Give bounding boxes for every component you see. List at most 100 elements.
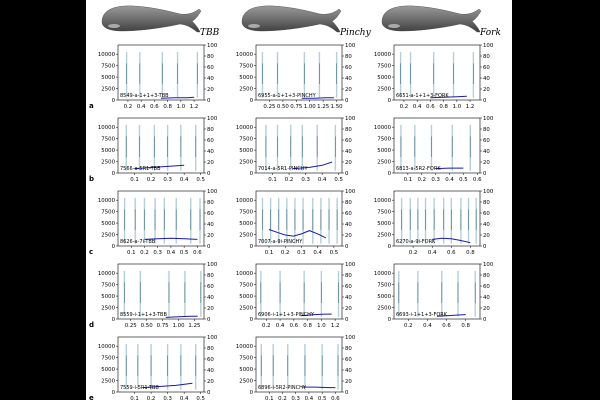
y-tick-label: 2500 bbox=[239, 160, 253, 166]
y2-tick-label: 80 bbox=[345, 346, 352, 352]
y-tick-label: 7500 bbox=[377, 283, 391, 289]
y2-tick-label: 100 bbox=[207, 335, 218, 341]
y2-tick-label: 60 bbox=[345, 357, 352, 363]
coda-code-label: 8559-i-1+1+3-TBB bbox=[120, 312, 167, 318]
coda-code-label: 7559-i-5R1-TBB bbox=[120, 385, 159, 391]
x-tick-label: 0.2 bbox=[278, 396, 287, 400]
y-tick-label: 5000 bbox=[239, 367, 253, 373]
x-tick-label: 1.0 bbox=[177, 104, 186, 110]
spectrogram-panel: 0 2500 5000 7500 10000 0 20 40 60 80 100 0.2 0.4 0.6 0… bbox=[374, 43, 494, 110]
spectrogram-panel: 0 2500 5000 7500 10000 0 20 40 60 80 100 0.1 0.2 0.3 0… bbox=[98, 189, 218, 256]
y2-tick-label: 100 bbox=[483, 116, 494, 122]
y2-tick-label: 100 bbox=[207, 43, 218, 49]
y-tick-label: 5000 bbox=[239, 75, 253, 81]
x-tick-label: 1.25 bbox=[317, 104, 329, 110]
x-tick-label: 0.2 bbox=[262, 323, 271, 329]
y-tick-label: 10000 bbox=[236, 198, 254, 204]
ici-line bbox=[300, 313, 332, 317]
row-letter: d bbox=[89, 321, 94, 329]
y2-tick-label: 80 bbox=[207, 54, 214, 60]
y2-tick-label: 0 bbox=[483, 98, 487, 104]
y2-tick-label: 100 bbox=[483, 262, 494, 268]
y2-tick-label: 40 bbox=[207, 76, 214, 82]
whale-name: TBB bbox=[200, 28, 220, 38]
y2-tick-label: 20 bbox=[207, 379, 214, 385]
coda-code-label: 6813-a-5R2-FORK bbox=[396, 166, 441, 172]
y-tick-label: 5000 bbox=[101, 294, 115, 300]
x-tick-label: 0.2 bbox=[404, 323, 413, 329]
y2-tick-label: 80 bbox=[207, 273, 214, 279]
y-tick-label: 10000 bbox=[236, 125, 254, 131]
y-tick-label: 10000 bbox=[98, 198, 116, 204]
spectrogram-panel: 0 2500 5000 7500 10000 0 20 40 60 80 100 0.1 0.2 0.3 0… bbox=[236, 335, 356, 400]
y2-tick-label: 20 bbox=[483, 306, 490, 312]
ici-line bbox=[144, 237, 198, 240]
y-tick-label: 10000 bbox=[236, 271, 254, 277]
x-tick-label: 0.4 bbox=[413, 104, 422, 110]
x-tick-label: 0.25 bbox=[125, 323, 137, 329]
y2-tick-label: 20 bbox=[207, 87, 214, 93]
plot-frame bbox=[117, 190, 205, 247]
x-tick-label: 0.1 bbox=[130, 396, 139, 400]
y-tick-label: 0 bbox=[112, 390, 116, 396]
plot-frame bbox=[255, 263, 343, 320]
coda-code-label: 6693-i-1+1+3-FORK bbox=[396, 312, 448, 318]
x-tick-label: 0.4 bbox=[180, 177, 189, 183]
coda-code-label: 6651-a-1+1+3-FORK bbox=[396, 93, 449, 99]
x-tick-label: 0.75 bbox=[157, 323, 169, 329]
x-tick-label: 0.6 bbox=[426, 104, 435, 110]
y2-tick-label: 80 bbox=[207, 200, 214, 206]
y2-tick-label: 0 bbox=[207, 98, 211, 104]
y-tick-label: 7500 bbox=[239, 283, 253, 289]
x-tick-label: 0.50 bbox=[141, 323, 154, 329]
y2-tick-label: 100 bbox=[345, 189, 356, 195]
y-tick-label: 0 bbox=[250, 244, 254, 250]
y-tick-label: 5000 bbox=[101, 221, 115, 227]
y2-tick-label: 60 bbox=[483, 284, 490, 290]
y-tick-label: 7500 bbox=[377, 64, 391, 70]
ici-line bbox=[432, 237, 471, 244]
ici-line bbox=[268, 229, 327, 239]
y2-tick-label: 100 bbox=[345, 43, 356, 49]
x-tick-label: 1.2 bbox=[466, 104, 475, 110]
coda-code-label: 8626-a-7i-TBB bbox=[120, 239, 156, 245]
y2-tick-label: 20 bbox=[207, 160, 214, 166]
y2-tick-label: 60 bbox=[345, 138, 352, 144]
y2-tick-label: 100 bbox=[483, 189, 494, 195]
y2-tick-label: 100 bbox=[207, 262, 218, 268]
x-tick-label: 0.5 bbox=[459, 177, 468, 183]
y2-tick-label: 100 bbox=[345, 116, 356, 122]
y-tick-label: 2500 bbox=[239, 87, 253, 93]
x-tick-label: 0.5 bbox=[330, 250, 339, 256]
x-tick-label: 0.6 bbox=[442, 323, 451, 329]
y-tick-label: 0 bbox=[112, 98, 116, 104]
y-tick-label: 2500 bbox=[101, 306, 115, 312]
y2-tick-label: 100 bbox=[345, 335, 356, 341]
y2-tick-label: 80 bbox=[345, 200, 352, 206]
y2-tick-label: 0 bbox=[345, 317, 349, 323]
y2-tick-label: 20 bbox=[207, 233, 214, 239]
x-tick-label: 0.4 bbox=[428, 250, 437, 256]
spectrogram-panel: 0 2500 5000 7500 10000 0 20 40 60 80 100 0.1 0.2 0.3 0… bbox=[236, 189, 356, 256]
y2-tick-label: 0 bbox=[345, 171, 349, 177]
y2-tick-label: 0 bbox=[483, 171, 487, 177]
x-tick-label: 0.8 bbox=[303, 323, 312, 329]
x-tick-label: 0.4 bbox=[137, 104, 146, 110]
y-tick-label: 7500 bbox=[101, 283, 115, 289]
y-tick-label: 7500 bbox=[239, 210, 253, 216]
x-tick-label: 0.4 bbox=[423, 323, 432, 329]
y-tick-label: 2500 bbox=[101, 160, 115, 166]
x-tick-label: 0.1 bbox=[404, 177, 413, 183]
x-tick-label: 0.3 bbox=[301, 177, 310, 183]
plot-frame bbox=[117, 263, 205, 320]
x-tick-label: 0.2 bbox=[281, 250, 290, 256]
x-tick-label: 0.5 bbox=[334, 177, 343, 183]
y2-tick-label: 0 bbox=[345, 390, 349, 396]
y-tick-label: 5000 bbox=[377, 75, 391, 81]
y-tick-label: 5000 bbox=[101, 148, 115, 154]
x-tick-label: 0.2 bbox=[409, 250, 418, 256]
x-tick-label: 0.4 bbox=[313, 250, 322, 256]
x-tick-label: 0.4 bbox=[305, 396, 314, 400]
